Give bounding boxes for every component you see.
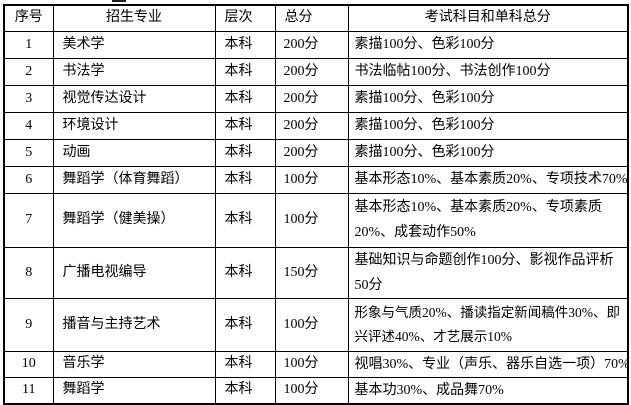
cell-level: 本科 — [214, 192, 276, 248]
cell-subjects: 基本形态10%、基本素质20%、专项技术70% — [347, 165, 629, 194]
cell-no: 10 — [3, 350, 54, 378]
cell-total: 200分 — [274, 30, 349, 59]
cell-no: 4 — [3, 111, 54, 140]
cell-total: 200分 — [274, 138, 349, 167]
table-row: 3 视觉传达设计 本科 200分 素描100分、色彩100分 — [3, 84, 629, 113]
cell-subjects: 基本形态10%、基本素质20%、专项素质20%、成套动作50% — [347, 192, 629, 248]
header-row: 序号 招生专业 层次 总分 考试科目和单科总分 — [3, 4, 629, 32]
table-row: 7 舞蹈学（健美操） 本科 100分 基本形态10%、基本素质20%、专项素质20%、成… — [3, 192, 629, 248]
cell-total: 200分 — [274, 57, 349, 86]
table-row: 6 舞蹈学（体育舞蹈） 本科 100分 基本形态10%、基本素质20%、专项技术70% — [3, 165, 629, 194]
cell-no: 3 — [3, 84, 54, 113]
cell-no: 7 — [3, 192, 54, 248]
cell-subjects: 素描100分、色彩100分 — [347, 138, 629, 167]
cell-major: 美术学 — [52, 30, 216, 59]
table-row: 4 环境设计 本科 200分 素描100分、色彩100分 — [3, 111, 629, 140]
admissions-table: 序号 招生专业 层次 总分 考试科目和单科总分 1 美术学 本科 200分 素描100分、色彩1… — [3, 4, 629, 405]
cell-subjects: 基础知识与命题创作100分、影视作品评析50分 — [347, 246, 629, 299]
cell-major: 舞蹈学（体育舞蹈） — [52, 165, 216, 194]
table-row: 10 音乐学 本科 100分 视唱30%、专业（声乐、器乐自选一项）70% — [3, 350, 629, 378]
cell-major: 视觉传达设计 — [52, 84, 216, 113]
cell-subjects: 素描100分、色彩100分 — [347, 84, 629, 113]
cell-no: 11 — [3, 376, 54, 404]
cell-major: 播音与主持艺术 — [52, 297, 216, 352]
cell-total: 100分 — [274, 376, 349, 404]
column-header-level: 层次 — [214, 4, 276, 32]
table-row: 9 播音与主持艺术 本科 100分 形象与气质20%、播读指定新闻稿件30%、即兴评述4… — [3, 297, 629, 352]
cell-major: 动画 — [52, 138, 216, 167]
cell-level: 本科 — [214, 165, 276, 194]
cell-no: 9 — [3, 297, 54, 352]
cell-major: 舞蹈学 — [52, 376, 216, 404]
cell-major: 舞蹈学（健美操） — [52, 192, 216, 248]
column-header-major: 招生专业 — [52, 4, 216, 32]
cell-level: 本科 — [214, 376, 276, 404]
cell-major: 音乐学 — [52, 350, 216, 378]
cell-level: 本科 — [214, 246, 276, 299]
cell-total: 100分 — [274, 297, 349, 352]
cell-no: 8 — [3, 246, 54, 299]
table-row: 5 动画 本科 200分 素描100分、色彩100分 — [3, 138, 629, 167]
cell-total: 100分 — [274, 165, 349, 194]
cell-level: 本科 — [214, 350, 276, 378]
table-body: 1 美术学 本科 200分 素描100分、色彩100分 2 书法学 本科 200分 书法临帖100… — [3, 30, 629, 404]
cell-subjects: 视唱30%、专业（声乐、器乐自选一项）70% — [347, 350, 629, 378]
cell-subjects: 素描100分、色彩100分 — [347, 111, 629, 140]
cell-major: 环境设计 — [52, 111, 216, 140]
cell-no: 2 — [3, 57, 54, 86]
cell-total: 200分 — [274, 111, 349, 140]
cell-level: 本科 — [214, 297, 276, 352]
table-row: 2 书法学 本科 200分 书法临帖100分、书法创作100分 — [3, 57, 629, 86]
cell-subjects: 基本功30%、成品舞70% — [347, 376, 629, 404]
table-row: 1 美术学 本科 200分 素描100分、色彩100分 — [3, 30, 629, 59]
cell-major: 广播电视编导 — [52, 246, 216, 299]
cell-no: 1 — [3, 30, 54, 59]
cell-no: 6 — [3, 165, 54, 194]
cell-level: 本科 — [214, 57, 276, 86]
table-row: 11 舞蹈学 本科 100分 基本功30%、成品舞70% — [3, 376, 629, 404]
cell-total: 100分 — [274, 192, 349, 248]
cell-level: 本科 — [214, 84, 276, 113]
cell-subjects: 书法临帖100分、书法创作100分 — [347, 57, 629, 86]
cell-level: 本科 — [214, 138, 276, 167]
cell-level: 本科 — [214, 111, 276, 140]
cell-major: 书法学 — [52, 57, 216, 86]
column-header-no: 序号 — [3, 4, 54, 32]
stray-mark — [112, 0, 126, 2]
cell-subjects: 素描100分、色彩100分 — [347, 30, 629, 59]
cell-subjects: 形象与气质20%、播读指定新闻稿件30%、即兴评述40%、才艺展示10% — [347, 297, 629, 352]
column-header-subjects: 考试科目和单科总分 — [347, 4, 629, 32]
cell-level: 本科 — [214, 30, 276, 59]
column-header-total: 总分 — [274, 4, 349, 32]
cell-total: 150分 — [274, 246, 349, 299]
cell-total: 100分 — [274, 350, 349, 378]
cell-total: 200分 — [274, 84, 349, 113]
table-row: 8 广播电视编导 本科 150分 基础知识与命题创作100分、影视作品评析50分 — [3, 246, 629, 299]
cell-no: 5 — [3, 138, 54, 167]
